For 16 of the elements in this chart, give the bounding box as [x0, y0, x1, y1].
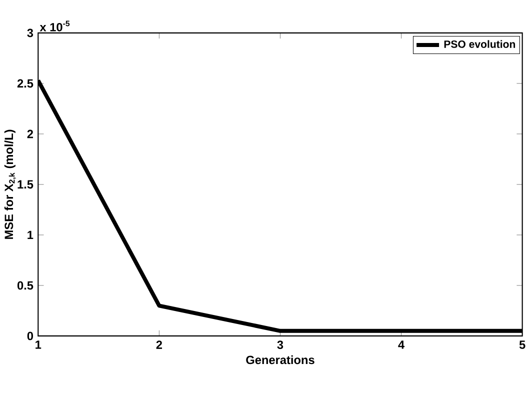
- y-tick-label: 0.5: [17, 281, 34, 290]
- y-tick-label: 0: [27, 332, 33, 340]
- y-tick-label: 1.5: [18, 180, 34, 189]
- legend-label: PSO evolution: [444, 40, 516, 48]
- y-tick-label: 2.5: [17, 79, 34, 88]
- y-tick-label: 3: [27, 28, 34, 38]
- x-tick-label: 5: [519, 340, 526, 349]
- x-tick-label: 4: [398, 340, 405, 349]
- x-tick-label: 1: [36, 340, 42, 349]
- y-axis-title: MSE for X$_{2,k}$ (mol/L): [4, 130, 16, 239]
- x-tick-label: 2: [156, 340, 162, 349]
- y-tick-label: 1: [28, 230, 34, 239]
- x-tick-label: 3: [277, 340, 284, 349]
- x-axis-title: Generations: [246, 355, 314, 364]
- text: x 10$^{-5}$: [40, 20, 70, 32]
- y-tick-label: 2: [27, 130, 33, 138]
